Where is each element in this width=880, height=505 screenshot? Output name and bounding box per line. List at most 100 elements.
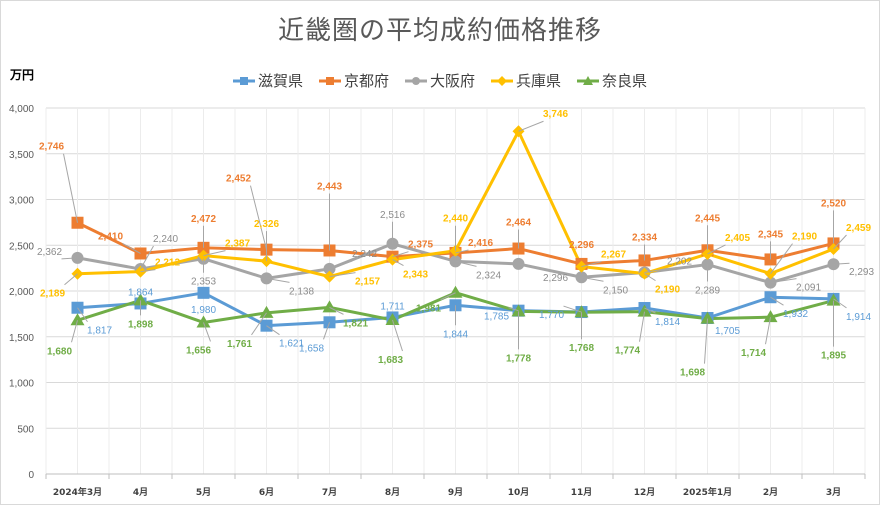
leader-line (392, 259, 404, 267)
legend-label: 兵庫県 (516, 72, 562, 90)
leader-line (581, 276, 604, 282)
data-point-marker (700, 311, 715, 324)
data-label: 1,774 (615, 346, 640, 357)
data-label: 1,814 (655, 317, 680, 328)
data-label: 1,768 (569, 343, 594, 354)
leader-line (140, 269, 156, 273)
data-label: 1,711 (380, 301, 405, 312)
y-tick-label: 3,500 (9, 150, 34, 161)
data-label: 2,212 (155, 258, 180, 269)
data-label: 1,898 (128, 319, 153, 330)
data-label: 2,190 (655, 285, 680, 296)
legend-item-osaka[interactable]: 大阪府 (404, 70, 475, 91)
legend-item-nara[interactable]: 奈良県 (577, 70, 647, 91)
legend-marker-diamond-icon (491, 75, 513, 86)
x-tick-label: 11月 (571, 487, 593, 498)
leader-line (639, 311, 645, 342)
data-point-marker (637, 304, 652, 317)
y-tick-label: 1,000 (9, 379, 34, 390)
data-label: 1,761 (227, 339, 252, 350)
legend-label: 京都府 (343, 72, 389, 90)
data-label: 2,345 (758, 229, 783, 240)
data-label: 2,289 (695, 286, 720, 297)
data-point-marker (259, 305, 274, 318)
data-label: 1,778 (506, 353, 531, 364)
data-label: 2,157 (355, 277, 380, 288)
data-label: 2,416 (468, 238, 493, 249)
x-tick-label: 7月 (322, 487, 337, 498)
leader-line (71, 320, 78, 343)
data-label: 1,680 (47, 346, 72, 357)
data-label: 2,296 (569, 240, 594, 251)
data-label: 2,343 (403, 270, 428, 281)
y-tick-label: 3,000 (9, 196, 34, 207)
data-label: 1,817 (87, 326, 112, 337)
data-label: 1,658 (299, 343, 324, 354)
leader-line (518, 120, 544, 132)
leader-line (203, 250, 226, 257)
leader-line (833, 298, 847, 309)
leader-line (329, 260, 353, 270)
leader-line (266, 277, 290, 283)
data-label: 2,516 (380, 210, 405, 221)
leader-line (581, 261, 602, 268)
leader-line (323, 322, 330, 340)
data-point-marker (196, 315, 211, 328)
data-label: 2,334 (632, 232, 657, 243)
data-label: 3,746 (543, 109, 568, 120)
data-label: 2,387 (225, 239, 250, 250)
leader-line (644, 268, 668, 274)
legend-item-shiga[interactable]: 滋賀県 (232, 70, 303, 91)
y-tick-label: 2,500 (9, 241, 34, 252)
legend-item-hyogo[interactable]: 兵庫県 (491, 70, 561, 91)
leader-line (765, 317, 771, 345)
chart-title: 近畿圏の平均成約価格推移 (277, 16, 602, 46)
x-tick-label: 2月 (763, 487, 778, 498)
x-tick-label: 8月 (385, 487, 400, 498)
leader-line (770, 296, 784, 306)
data-label: 2,746 (39, 142, 64, 153)
legend-item-kyoto[interactable]: 京都府 (318, 70, 389, 91)
data-label: 2,150 (603, 285, 628, 296)
legend-label: 奈良県 (602, 72, 648, 90)
leader-line (455, 249, 469, 254)
data-label: 2,138 (289, 286, 314, 297)
y-tick-label: 2,000 (9, 287, 34, 298)
y-axis-ticks: 0 500 1,000 1,500 2,000 2,500 3,000 3,500 4,000 (9, 104, 34, 481)
data-label: 1,895 (821, 351, 846, 362)
x-tick-label: 2025年1月 (683, 486, 732, 498)
leader-line (508, 307, 519, 312)
leader-line (329, 272, 356, 278)
y-tick-label: 4,000 (9, 104, 34, 115)
legend-marker-square-icon (318, 76, 341, 85)
data-label: 1,914 (846, 312, 871, 323)
data-point-marker (133, 293, 148, 306)
x-tick-label: 6月 (259, 487, 274, 498)
data-point-marker (763, 310, 778, 323)
leader-line (833, 234, 847, 250)
leader-line (770, 243, 793, 274)
leader-line (140, 245, 154, 270)
data-label: 2,293 (849, 267, 874, 278)
data-label: 2,091 (796, 283, 821, 294)
data-label: 1,844 (443, 329, 468, 340)
data-label: 2,267 (601, 250, 626, 261)
legend-marker-square-icon (232, 76, 255, 85)
data-label: 2,445 (695, 213, 720, 224)
leader-line (440, 292, 456, 301)
legend: 滋賀県 京都府 大阪府 兵庫県 奈良県 (0, 70, 880, 91)
data-label: 2,353 (191, 277, 216, 288)
x-tick-label: 4月 (133, 487, 148, 498)
leader-line (707, 244, 726, 255)
data-point-marker (197, 286, 210, 299)
data-label: 2,452 (226, 174, 251, 185)
data-label: 2,240 (153, 234, 178, 245)
data-label: 1,981 (416, 304, 441, 315)
y-tick-label: 500 (17, 424, 34, 435)
data-label: 2,324 (476, 270, 501, 281)
leader-line (64, 273, 78, 286)
data-label: 2,459 (846, 223, 871, 234)
data-label: 2,464 (506, 218, 531, 229)
y-tick-label: 1,500 (9, 333, 34, 344)
